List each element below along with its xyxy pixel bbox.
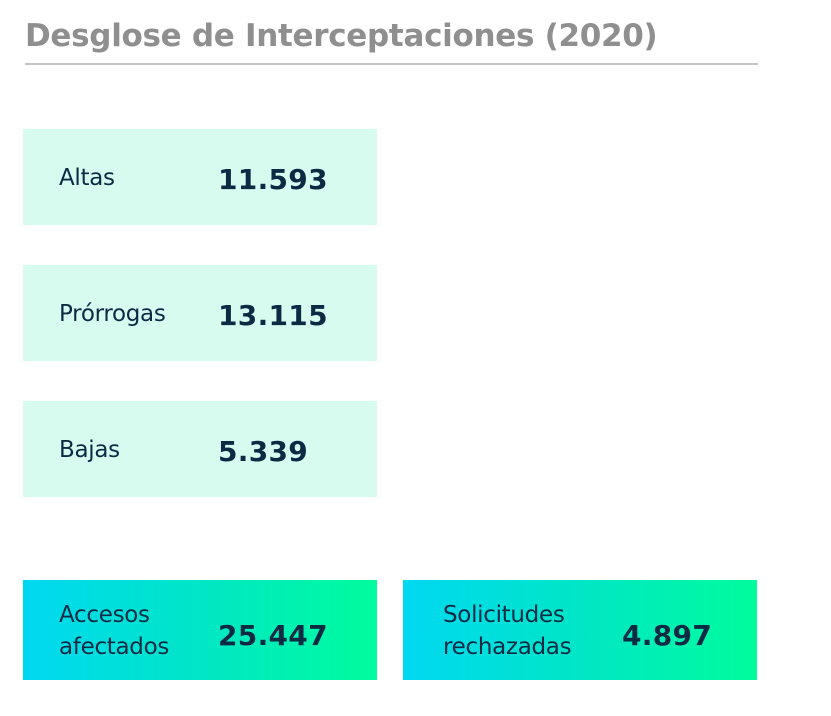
stat-label: Prórrogas	[59, 301, 166, 327]
total-label-line2: rechazadas	[443, 634, 572, 660]
stat-value: 13.115	[218, 299, 328, 332]
total-label-line2: afectados	[59, 634, 170, 660]
stat-card-prorrogas: Prórrogas 13.115	[23, 265, 377, 361]
stat-card-altas: Altas 11.593	[23, 129, 377, 225]
total-label-line1: Solicitudes	[443, 602, 565, 628]
total-value: 25.447	[218, 619, 328, 652]
total-label-line1: Accesos	[59, 602, 150, 628]
stat-label: Altas	[59, 165, 115, 191]
stat-value: 11.593	[218, 163, 328, 196]
total-card-solicitudes-rechazadas: Solicitudes rechazadas 4.897	[403, 580, 757, 680]
total-card-accesos-afectados: Accesos afectados 25.447	[23, 580, 377, 680]
stat-label: Bajas	[59, 437, 120, 463]
stat-value: 5.339	[218, 435, 309, 468]
total-value: 4.897	[622, 619, 713, 652]
page-title: Desglose de Interceptaciones (2020)	[25, 12, 758, 65]
stat-card-bajas: Bajas 5.339	[23, 401, 377, 497]
